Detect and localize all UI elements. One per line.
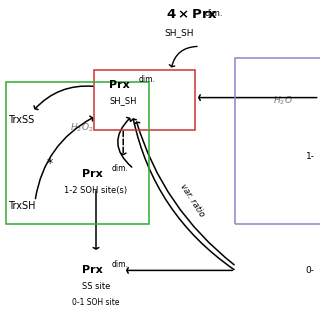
Text: Prx: Prx [82, 169, 102, 180]
Text: Prx: Prx [109, 80, 130, 90]
Text: $H_2O_2$: $H_2O_2$ [70, 122, 93, 134]
Text: Prx: Prx [82, 265, 102, 276]
Text: dim.: dim. [111, 260, 128, 269]
Text: 0-1 SOH site: 0-1 SOH site [72, 298, 120, 307]
Text: TrxSS: TrxSS [8, 115, 34, 125]
Text: 1-2 SOH site(s): 1-2 SOH site(s) [64, 186, 128, 195]
Bar [6, 82, 149, 224]
Text: SS site: SS site [82, 282, 110, 291]
Text: var. ratio: var. ratio [178, 182, 206, 218]
Text: 1-: 1- [306, 152, 315, 161]
Text: $\mathbf{4 \times Prx}$: $\mathbf{4 \times Prx}$ [166, 8, 219, 21]
Text: SH_SH: SH_SH [109, 96, 137, 105]
Text: SH_SH: SH_SH [164, 28, 194, 37]
Bar [94, 70, 195, 130]
Text: dim.: dim. [139, 75, 156, 84]
Text: dim.: dim. [111, 164, 128, 173]
Text: *: * [46, 157, 53, 170]
Bar [235, 58, 320, 224]
Text: TrxSH: TrxSH [8, 201, 36, 212]
Text: $H_2O$: $H_2O$ [273, 94, 293, 107]
Text: dim.: dim. [205, 9, 223, 18]
Text: 0-: 0- [306, 266, 315, 275]
